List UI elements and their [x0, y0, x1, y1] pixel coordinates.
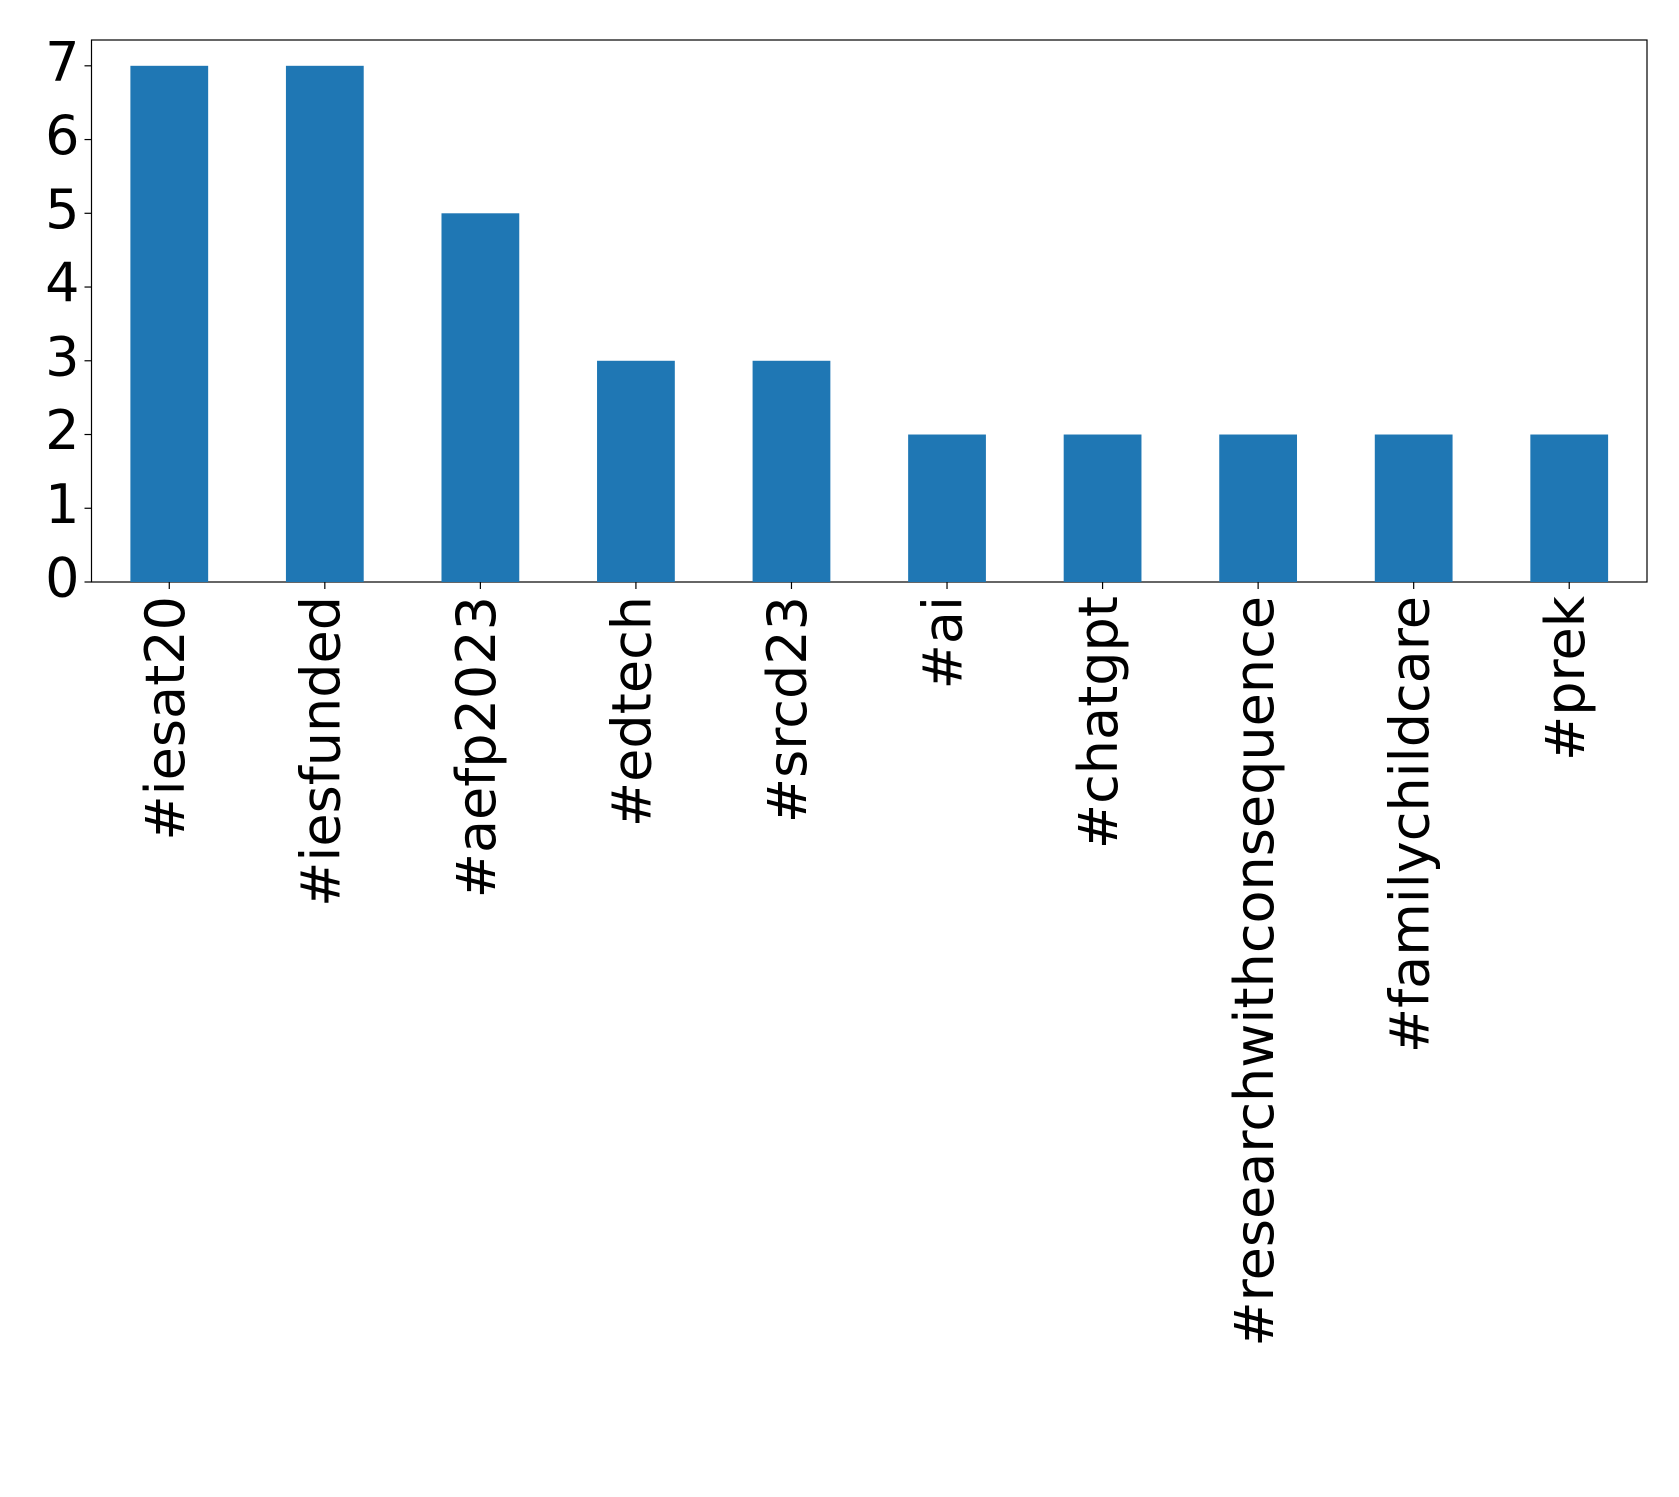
- bar: [1530, 434, 1609, 582]
- x-tick-label: #familychildcare: [1378, 596, 1441, 1053]
- y-tick-label: 2: [45, 399, 79, 462]
- x-tick-label: #prek: [1534, 595, 1597, 761]
- x-tick-label: #iesat20: [134, 596, 197, 841]
- bar: [752, 360, 831, 582]
- y-tick-label: 0: [45, 547, 79, 610]
- bar: [908, 434, 986, 582]
- y-tick-label: 5: [45, 178, 79, 241]
- x-tick-label: #aefp2023: [445, 596, 508, 898]
- y-tick-label: 4: [45, 252, 79, 315]
- y-tick-label: 6: [45, 104, 79, 167]
- bar: [1374, 434, 1453, 582]
- x-tick-label: #ai: [912, 596, 975, 689]
- bar: [130, 65, 209, 583]
- y-tick-label: 7: [45, 30, 79, 93]
- bar: [441, 213, 520, 582]
- x-tick-label: #edtech: [601, 596, 664, 827]
- bar: [597, 360, 675, 582]
- x-tick-label: #srcd23: [756, 596, 819, 823]
- x-tick-label: #iesfunded: [289, 596, 352, 907]
- x-tick-label: #chatgpt: [1067, 596, 1130, 849]
- bar: [1219, 434, 1298, 582]
- y-tick-label: 1: [45, 473, 79, 536]
- bar: [285, 65, 364, 583]
- bar: [1063, 434, 1142, 582]
- plot-frame: [90, 39, 1648, 583]
- y-tick-label: 3: [45, 325, 79, 388]
- x-tick-label: #researchwithconsequence: [1223, 596, 1286, 1347]
